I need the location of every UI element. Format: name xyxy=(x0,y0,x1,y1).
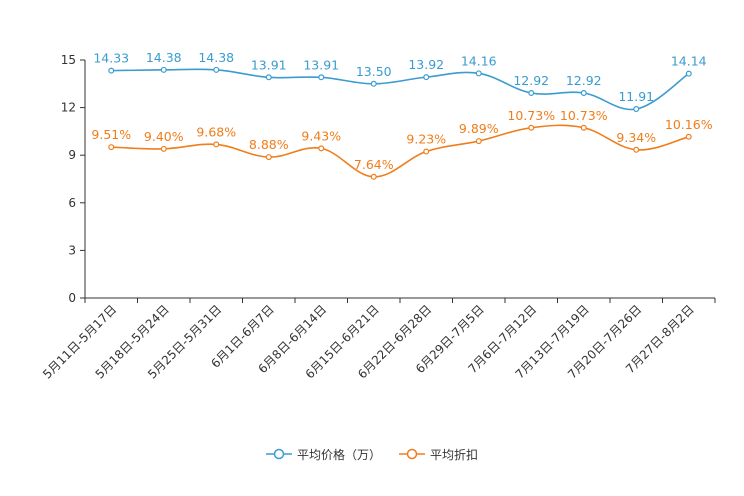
data-point[interactable] xyxy=(160,66,167,73)
data-point[interactable] xyxy=(108,67,115,74)
data-label: 7.64% xyxy=(354,157,394,172)
data-label: 14.33 xyxy=(93,51,129,66)
data-label: 9.40% xyxy=(144,129,184,144)
legend-line-marker-icon xyxy=(399,448,425,460)
legend-line-marker-icon xyxy=(265,448,292,460)
data-point[interactable] xyxy=(685,70,692,77)
series-labels: 14.33 14.38 14.38 13.91 13.91 13.50 13.92 14.16… xyxy=(91,50,712,172)
data-point[interactable] xyxy=(160,145,167,152)
data-point[interactable] xyxy=(633,146,640,153)
data-point[interactable] xyxy=(213,66,220,73)
data-label: 11.91 xyxy=(618,89,654,104)
series-lines xyxy=(111,68,690,178)
data-label: 9.34% xyxy=(616,130,656,145)
data-point[interactable] xyxy=(685,133,692,140)
data-label: 12.92 xyxy=(513,73,549,88)
legend-label-avg-price: 平均价格（万） xyxy=(296,447,381,462)
data-label: 14.16 xyxy=(461,53,497,68)
legend: 平均价格（万） 平均折扣 xyxy=(0,444,744,464)
y-tick-label: 0 xyxy=(68,291,76,305)
y-tick-label: 12 xyxy=(61,101,76,115)
x-axis: 5月11日-5月17日5月18日-5月24日5月25日-5月31日6月1日-6月… xyxy=(40,297,716,382)
data-label: 10.16% xyxy=(665,117,713,132)
legend-item-avg-price[interactable]: 平均价格（万） xyxy=(265,446,381,463)
data-point[interactable] xyxy=(528,90,535,97)
data-label: 14.38 xyxy=(146,50,182,65)
legend-item-avg-discount[interactable]: 平均折扣 xyxy=(399,446,478,463)
data-point[interactable] xyxy=(633,106,640,113)
y-tick-label: 9 xyxy=(68,148,76,162)
series-line-0 xyxy=(111,68,690,111)
y-tick-label: 6 xyxy=(68,196,76,210)
legend-label-avg-discount: 平均折扣 xyxy=(430,447,479,462)
data-label: 9.89% xyxy=(459,121,499,136)
data-point[interactable] xyxy=(475,138,482,145)
data-label: 9.43% xyxy=(301,128,341,143)
data-point[interactable] xyxy=(475,70,482,77)
data-label: 13.50 xyxy=(356,64,392,79)
data-label: 10.73% xyxy=(560,108,608,123)
y-tick-label: 15 xyxy=(61,53,76,67)
data-point[interactable] xyxy=(265,154,272,161)
data-label: 14.38 xyxy=(198,50,234,65)
data-point[interactable] xyxy=(213,141,220,148)
data-label: 9.23% xyxy=(406,132,446,147)
series-line-1 xyxy=(111,124,689,178)
data-label: 14.14 xyxy=(671,54,707,69)
data-point[interactable] xyxy=(580,90,587,97)
data-point[interactable] xyxy=(318,145,325,152)
data-label: 9.68% xyxy=(196,124,236,139)
y-axis: 0 3 6 9 12 15 xyxy=(61,53,86,305)
series-points xyxy=(108,66,692,180)
data-label: 10.73% xyxy=(507,108,555,123)
data-point[interactable] xyxy=(528,124,535,131)
data-point[interactable] xyxy=(580,124,587,131)
data-point[interactable] xyxy=(423,148,430,155)
data-point[interactable] xyxy=(370,173,377,180)
data-point[interactable] xyxy=(423,74,430,81)
data-point[interactable] xyxy=(265,74,272,81)
data-label: 9.51% xyxy=(91,127,131,142)
data-point[interactable] xyxy=(370,80,377,87)
data-label: 8.88% xyxy=(249,137,289,152)
data-label: 13.91 xyxy=(303,57,339,72)
y-tick-label: 3 xyxy=(68,243,76,257)
data-point[interactable] xyxy=(318,74,325,81)
data-label: 12.92 xyxy=(566,73,602,88)
data-point[interactable] xyxy=(108,144,115,151)
data-label: 13.91 xyxy=(251,57,287,72)
data-label: 13.92 xyxy=(408,57,444,72)
